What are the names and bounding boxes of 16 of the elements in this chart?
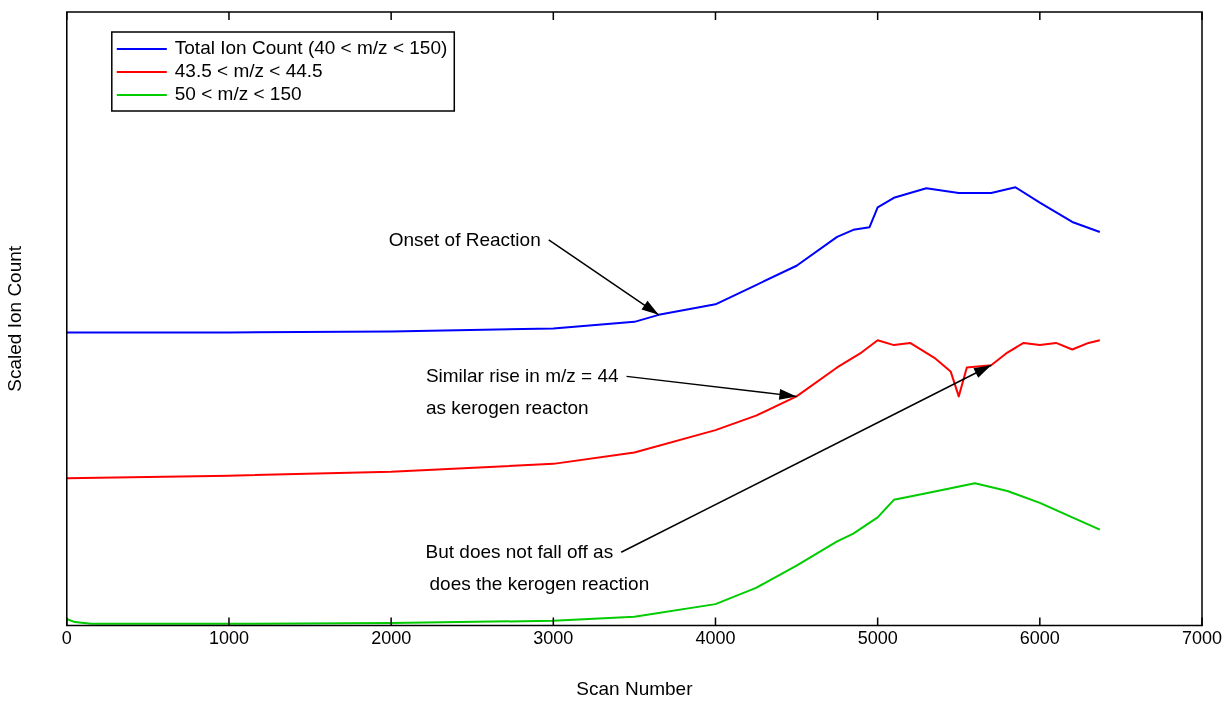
x-tick-label: 2000 — [371, 628, 412, 649]
legend-label: 50 < m/z < 150 — [174, 83, 302, 105]
annotation: But does not fall off as does the kerogen reaction — [425, 541, 650, 595]
x-tick-label: 5000 — [857, 628, 898, 649]
annotation: Onset of Reaction — [388, 228, 541, 250]
annotation: Similar rise in m/z = 44 as kerogen reacton — [425, 365, 619, 419]
x-tick-label: 3000 — [533, 628, 574, 649]
y-axis-title: Scaled Ion Count — [3, 245, 25, 392]
x-tick-label: 6000 — [1019, 628, 1060, 649]
legend-label: 43.5 < m/z < 44.5 — [174, 60, 323, 82]
x-axis-title: Scan Number — [576, 677, 694, 699]
x-tick-label: 0 — [61, 628, 72, 649]
x-tick-label: 1000 — [208, 628, 249, 649]
x-tick-label: 7000 — [1181, 628, 1223, 649]
legend-label: Total Ion Count (40 < m/z < 150) — [174, 37, 448, 59]
x-tick-label: 4000 — [695, 628, 736, 649]
